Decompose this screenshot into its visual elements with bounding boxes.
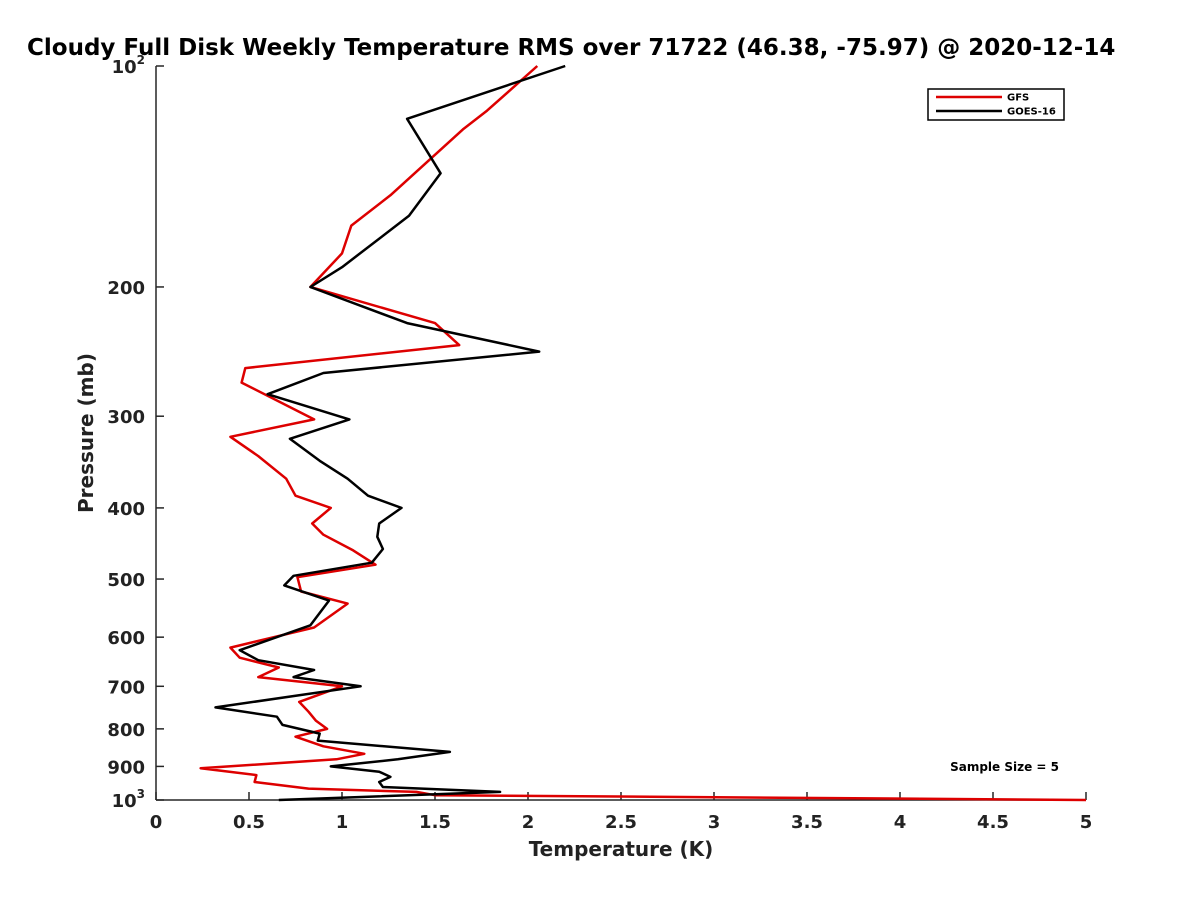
y-tick-label: 103 bbox=[112, 787, 145, 812]
y-axis-label: Pressure (mb) bbox=[74, 353, 98, 513]
x-tick-label: 1.5 bbox=[419, 812, 451, 833]
x-tick-label: 4 bbox=[894, 812, 907, 833]
y-tick-label: 800 bbox=[107, 720, 145, 741]
x-tick-label: 3.5 bbox=[791, 812, 823, 833]
x-tick-label: 3 bbox=[708, 812, 721, 833]
chart-axes bbox=[155, 65, 1087, 801]
x-tick-label: 2 bbox=[522, 812, 535, 833]
y-tick-label: 200 bbox=[107, 278, 145, 299]
tick-labels: 0 0.5 1 1.5 2 2.5 3 3.5 4 4.5 5 102 200 300 400 500 600 7… bbox=[107, 53, 1092, 833]
y-tick-label: 700 bbox=[107, 677, 145, 698]
x-tick-label: 2.5 bbox=[605, 812, 637, 833]
series-line-goes-16 bbox=[214, 64, 566, 802]
legend: GFS GOES-16 bbox=[927, 88, 1065, 121]
x-tick-label: 4.5 bbox=[977, 812, 1009, 833]
y-tick-label: 600 bbox=[107, 628, 145, 649]
y-tick-label: 500 bbox=[107, 570, 145, 591]
x-axis-label: Temperature (K) bbox=[529, 837, 714, 861]
legend-label-gfs: GFS bbox=[1007, 93, 1029, 104]
sample-size-annotation: Sample Size = 5 bbox=[950, 760, 1059, 774]
y-tick-label: 400 bbox=[107, 499, 145, 520]
x-tick-label: 0.5 bbox=[233, 812, 265, 833]
x-tick-label: 1 bbox=[336, 812, 349, 833]
x-tick-label: 0 bbox=[150, 812, 163, 833]
y-tick-label: 900 bbox=[107, 757, 145, 778]
y-tick-label: 300 bbox=[107, 407, 145, 428]
legend-box bbox=[927, 88, 1065, 121]
legend-label-goes-16: GOES-16 bbox=[1007, 107, 1056, 118]
x-tick-label: 5 bbox=[1080, 812, 1093, 833]
y-tick-label: 102 bbox=[112, 53, 145, 78]
series-lines bbox=[199, 64, 1087, 802]
chart-title: Cloudy Full Disk Weekly Temperature RMS … bbox=[27, 35, 1115, 61]
